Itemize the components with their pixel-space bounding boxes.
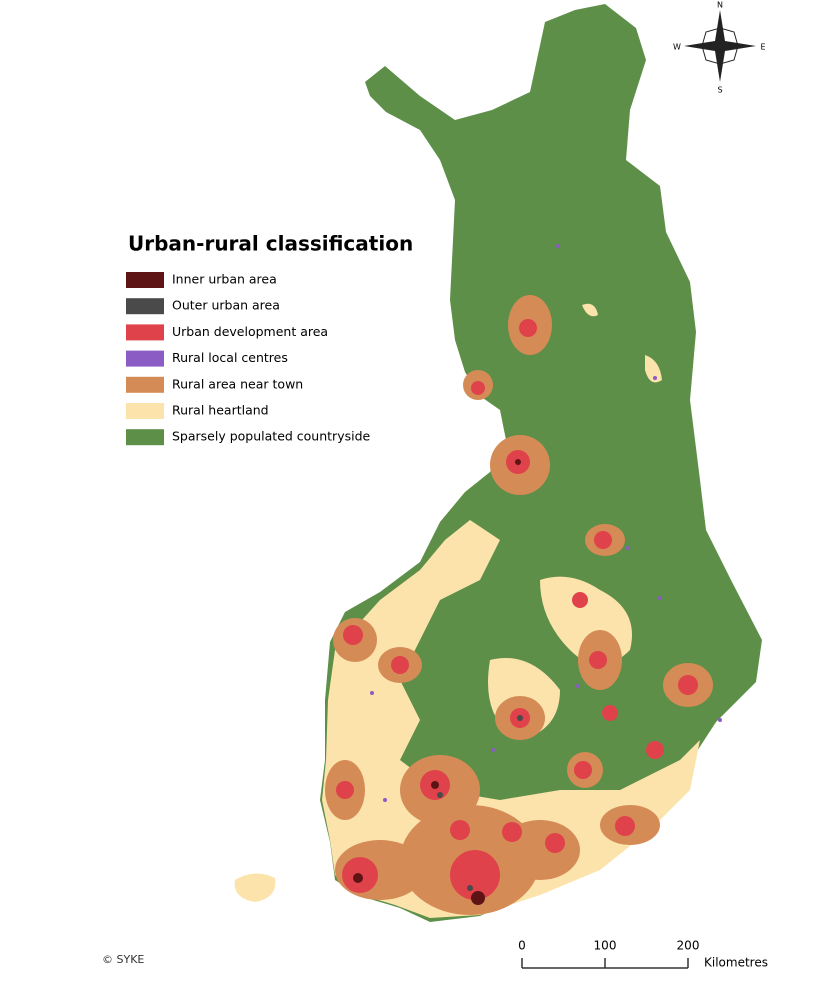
scale-label: 0 [518,939,526,953]
rural-local-centres [370,244,722,802]
compass-s: S [717,86,722,95]
legend-swatch [126,376,164,393]
legend: Inner urban area Outer urban area Urban de… [126,272,371,446]
legend-swatch [126,298,164,315]
legend-label: Rural local centres [172,350,288,365]
legend-label: Rural heartland [172,403,269,418]
legend-swatch [126,324,164,341]
outer-urban-area [437,715,523,891]
legend-title: Urban-rural classification [128,232,413,256]
compass-ring [701,27,739,65]
legend-swatch [126,350,164,367]
legend-swatch [126,429,164,446]
rural-heartland [645,355,662,383]
scale-unit: Kilometres [704,956,768,970]
rural-heartland [582,303,598,317]
compass-n: N [717,1,723,10]
scale-label: 200 [677,939,700,953]
compass-star [684,10,756,82]
legend-label: Rural area near town [172,376,303,391]
map [234,4,762,922]
scale-label: 100 [594,939,617,953]
legend-label: Sparsely populated countryside [172,429,371,444]
legend-label: Inner urban area [172,272,277,287]
rural-heartland [234,873,276,902]
scale-bar: 0 100 200 Kilometres [518,939,768,970]
compass: N E S W [673,1,765,95]
legend-swatch [126,272,164,288]
legend-label: Outer urban area [172,298,280,313]
compass-w: W [673,43,681,52]
legend-label: Urban development area [172,324,328,339]
credit: © SYKE [102,953,144,966]
legend-swatch [126,403,164,419]
compass-e: E [760,43,765,52]
inner-urban-area [353,459,521,905]
